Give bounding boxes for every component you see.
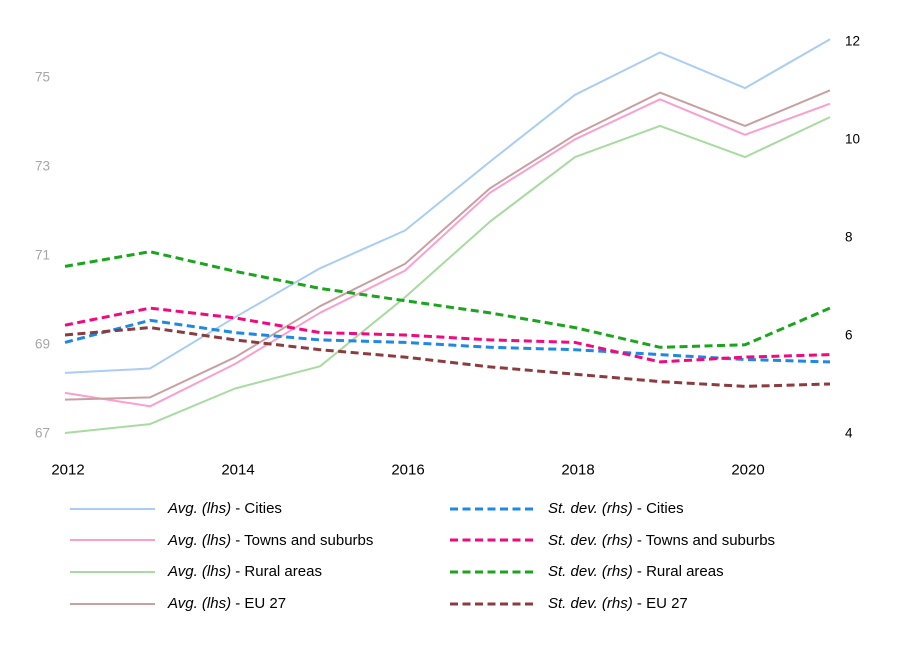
legend-label: St. dev. (rhs) - Rural areas: [548, 563, 724, 580]
legend-label-measure: Avg. (lhs): [168, 563, 232, 581]
series-line-avg-lhs-towns-and-suburbs: [64, 98, 831, 408]
right-axis-tick-label: 6: [845, 328, 853, 343]
legend-label: Avg. (lhs) - Cities: [168, 500, 282, 517]
legend-label-measure: St. dev. (rhs): [548, 563, 633, 581]
legend-swatch-solid-line: [70, 507, 155, 510]
legend-label: St. dev. (rhs) - Towns and suburbs: [548, 532, 775, 549]
series-line-st-dev-rhs-towns-and-suburbs: [64, 306, 831, 364]
legend-label-region: - Towns and suburbs: [231, 531, 374, 549]
legend-label: St. dev. (rhs) - EU 27: [548, 595, 688, 612]
left-axis-tick-label: 71: [35, 248, 50, 263]
legend-label: Avg. (lhs) - Towns and suburbs: [168, 532, 373, 549]
legend-item-avg-lhs-cities: Avg. (lhs) - Cities: [70, 493, 373, 525]
legend-label-region: - Cities: [632, 500, 684, 518]
legend-item-st-dev-rhs-towns-and-suburbs: St. dev. (rhs) - Towns and suburbs: [450, 525, 775, 557]
legend-label-region: - EU 27: [231, 595, 287, 613]
legend-label-measure: St. dev. (rhs): [548, 595, 633, 613]
right-axis-tick-label: 4: [845, 426, 853, 441]
x-axis-tick-label: 2016: [391, 462, 424, 479]
legend-label-measure: Avg. (lhs): [168, 500, 232, 518]
chart-legend: Avg. (lhs) - Cities Avg. (lhs) - Towns an…: [0, 493, 901, 625]
series-line-st-dev-rhs-eu-27: [64, 326, 831, 388]
right-axis-tick-label: 12: [845, 34, 860, 49]
legend-label: St. dev. (rhs) - Cities: [548, 500, 684, 517]
x-axis-tick-label: 2020: [731, 462, 764, 479]
legend-swatch-dashed-line: [450, 507, 535, 511]
legend-column-stdev: St. dev. (rhs) - Cities St. dev. (rhs) - …: [450, 493, 775, 619]
legend-item-avg-lhs-towns-and-suburbs: Avg. (lhs) - Towns and suburbs: [70, 525, 373, 557]
left-axis-tick-label: 67: [35, 426, 50, 441]
left-axis-tick-label: 69: [35, 337, 50, 352]
legend-item-avg-lhs-eu-27: Avg. (lhs) - EU 27: [70, 588, 373, 620]
line-chart: 75 73 71 69 67 12 10 8 6 4 2012 2014 2016 2018 2020: [35, 34, 860, 479]
series-line-avg-lhs-rural-areas: [64, 116, 831, 434]
legend-swatch-dashed-line: [450, 570, 535, 574]
legend-item-avg-lhs-rural-areas: Avg. (lhs) - Rural areas: [70, 556, 373, 588]
legend-label-region: - EU 27: [632, 595, 688, 613]
plot-area: 75 73 71 69 67 12 10 8 6 4 2012 2014 2016 2018 2020: [35, 34, 860, 479]
legend-swatch-solid-line: [70, 539, 155, 542]
legend-column-avg: Avg. (lhs) - Cities Avg. (lhs) - Towns an…: [70, 493, 373, 619]
legend-label-measure: St. dev. (rhs): [548, 531, 633, 549]
right-axis-tick-label: 10: [845, 132, 860, 147]
legend-label-region: - Towns and suburbs: [632, 531, 776, 549]
legend-item-st-dev-rhs-rural-areas: St. dev. (rhs) - Rural areas: [450, 556, 775, 588]
legend-swatch-solid-line: [70, 602, 155, 605]
left-axis-tick-label: 73: [35, 159, 50, 174]
x-axis-tick-label: 2012: [51, 462, 84, 479]
legend-swatch-solid-line: [70, 570, 155, 573]
legend-swatch-dashed-line: [450, 538, 535, 542]
series-line-avg-lhs-eu-27: [64, 89, 831, 401]
legend-item-st-dev-rhs-eu-27: St. dev. (rhs) - EU 27: [450, 588, 775, 620]
legend-item-st-dev-rhs-cities: St. dev. (rhs) - Cities: [450, 493, 775, 525]
right-axis-tick-label: 8: [845, 230, 853, 245]
legend-label-measure: Avg. (lhs): [168, 531, 232, 549]
series-line-st-dev-rhs-cities: [64, 318, 831, 364]
left-axis-tick-label: 75: [35, 70, 50, 85]
legend-label-measure: St. dev. (rhs): [548, 500, 633, 518]
legend-label: Avg. (lhs) - Rural areas: [168, 563, 322, 580]
legend-label-region: - Cities: [231, 500, 282, 518]
series-line-avg-lhs-cities: [64, 38, 831, 374]
series-line-st-dev-rhs-rural-areas: [64, 250, 831, 349]
x-axis-tick-label: 2018: [561, 462, 594, 479]
legend-label-measure: Avg. (lhs): [168, 595, 232, 613]
x-axis-tick-label: 2014: [221, 462, 254, 479]
legend-label-region: - Rural areas: [632, 563, 724, 581]
legend-swatch-dashed-line: [450, 602, 535, 606]
legend-label: Avg. (lhs) - EU 27: [168, 595, 286, 612]
legend-label-region: - Rural areas: [231, 563, 322, 581]
